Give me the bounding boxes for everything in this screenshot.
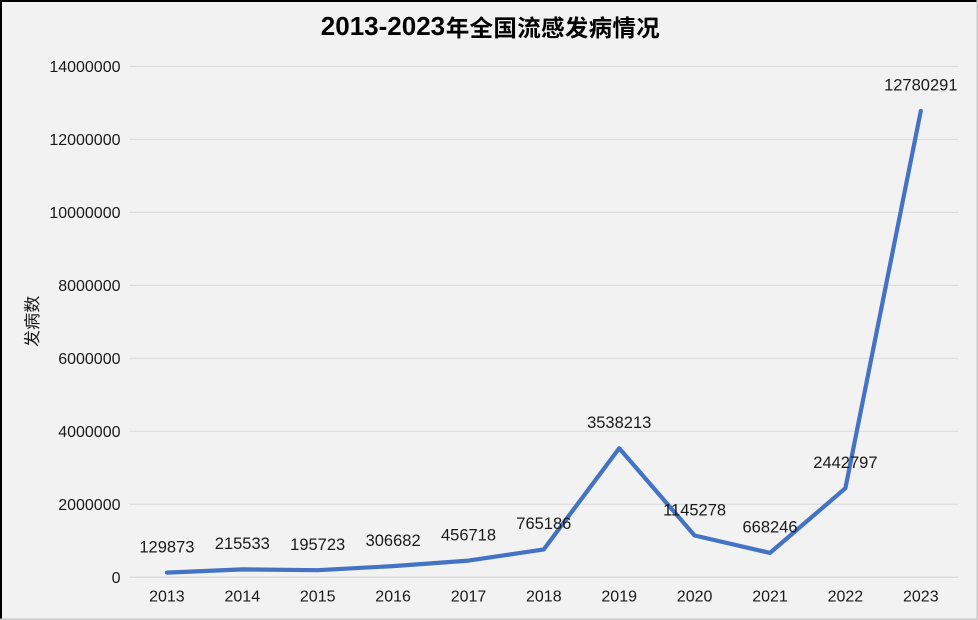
svg-text:2015: 2015: [300, 589, 336, 606]
svg-text:6000000: 6000000: [58, 351, 120, 368]
svg-text:8000000: 8000000: [58, 278, 120, 295]
svg-text:129873: 129873: [139, 538, 194, 556]
svg-text:10000000: 10000000: [49, 205, 120, 222]
svg-text:4000000: 4000000: [58, 424, 120, 441]
svg-text:306682: 306682: [366, 532, 421, 550]
svg-text:668246: 668246: [742, 519, 797, 537]
svg-text:2018: 2018: [526, 589, 562, 606]
svg-text:2016: 2016: [375, 589, 411, 606]
svg-text:2019: 2019: [601, 589, 637, 606]
svg-text:2023: 2023: [903, 589, 939, 606]
svg-text:2000000: 2000000: [58, 497, 120, 514]
svg-text:215533: 215533: [215, 535, 270, 553]
svg-text:2021: 2021: [752, 589, 788, 606]
svg-text:195723: 195723: [290, 536, 345, 554]
svg-text:2013-2023: 2013-2023: [321, 11, 445, 41]
svg-text:0: 0: [112, 570, 121, 587]
svg-text:2022: 2022: [828, 589, 864, 606]
svg-text:2017: 2017: [451, 589, 487, 606]
svg-text:12780291: 12780291: [884, 77, 957, 95]
svg-text:2013: 2013: [149, 589, 185, 606]
svg-text:456718: 456718: [441, 526, 496, 544]
svg-text:765186: 765186: [516, 515, 571, 533]
svg-text:12000000: 12000000: [49, 132, 120, 149]
svg-text:2442797: 2442797: [813, 454, 877, 472]
svg-text:2014: 2014: [225, 589, 261, 606]
svg-text:2020: 2020: [677, 589, 713, 606]
svg-text:3538213: 3538213: [587, 414, 651, 432]
svg-text:14000000: 14000000: [49, 59, 120, 76]
svg-text:1145278: 1145278: [663, 501, 726, 519]
